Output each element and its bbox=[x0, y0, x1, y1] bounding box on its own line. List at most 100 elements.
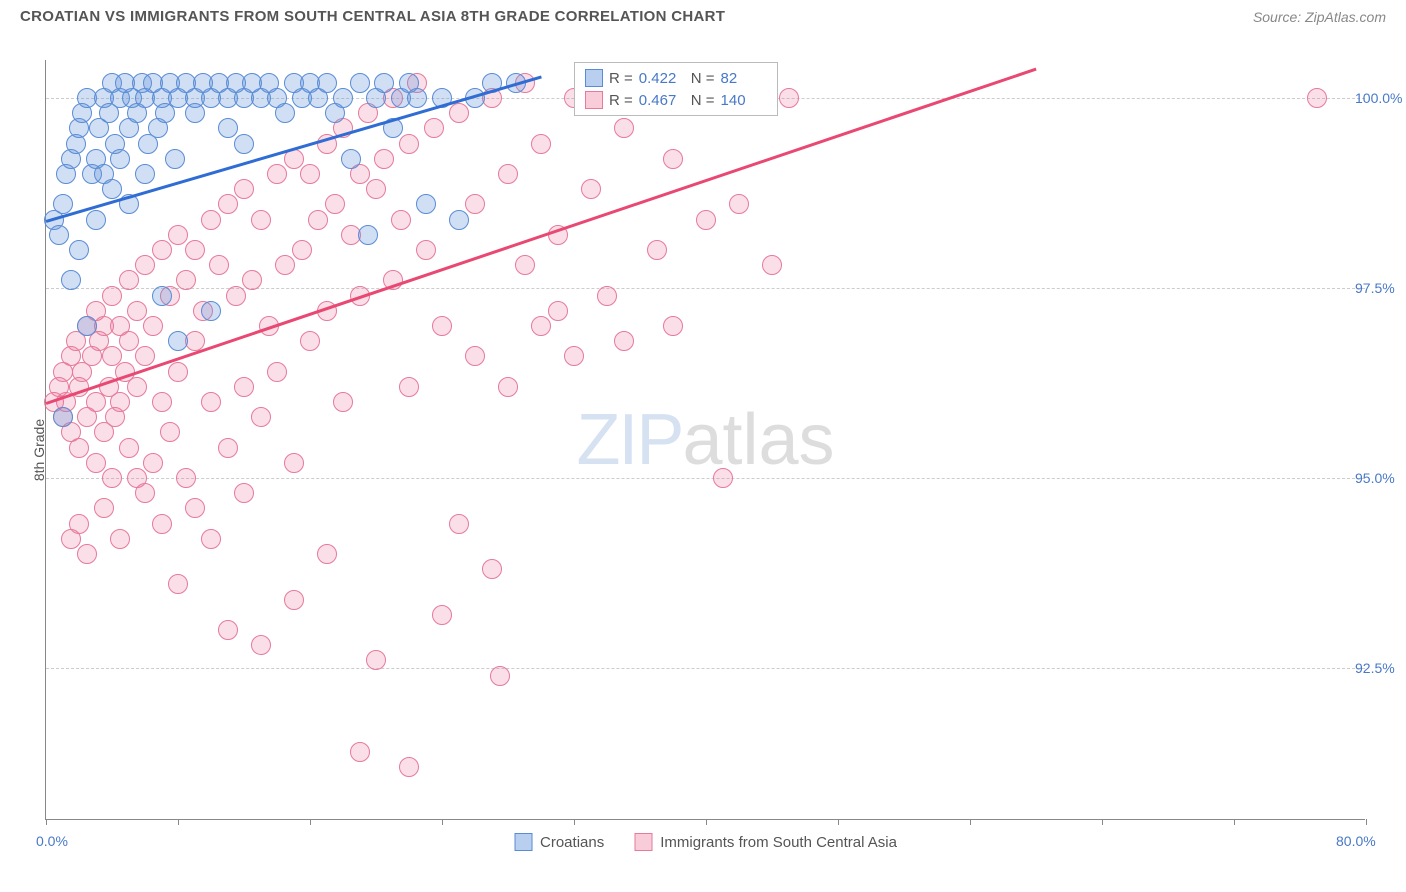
watermark-zip: ZIP bbox=[576, 400, 682, 480]
data-point bbox=[69, 514, 89, 534]
data-point bbox=[399, 377, 419, 397]
data-point bbox=[168, 331, 188, 351]
data-point bbox=[614, 118, 634, 138]
data-point bbox=[152, 514, 172, 534]
gridline-h bbox=[46, 478, 1365, 479]
y-tick-label: 97.5% bbox=[1355, 280, 1395, 296]
x-min-label: 0.0% bbox=[36, 833, 68, 849]
data-point bbox=[366, 179, 386, 199]
data-point bbox=[49, 225, 69, 245]
data-point bbox=[482, 559, 502, 579]
data-point bbox=[77, 316, 97, 336]
data-point bbox=[663, 316, 683, 336]
data-point bbox=[391, 210, 411, 230]
data-point bbox=[53, 407, 73, 427]
data-point bbox=[218, 438, 238, 458]
data-point bbox=[341, 149, 361, 169]
data-point bbox=[168, 225, 188, 245]
data-point bbox=[152, 392, 172, 412]
data-point bbox=[416, 240, 436, 260]
y-tick-label: 100.0% bbox=[1355, 90, 1402, 106]
x-tick bbox=[1234, 819, 1235, 825]
data-point bbox=[424, 118, 444, 138]
gridline-h bbox=[46, 668, 1365, 669]
data-point bbox=[110, 392, 130, 412]
data-point bbox=[317, 73, 337, 93]
data-point bbox=[201, 529, 221, 549]
x-tick bbox=[178, 819, 179, 825]
data-point bbox=[333, 392, 353, 412]
legend-swatch bbox=[634, 833, 652, 851]
data-point bbox=[449, 210, 469, 230]
data-point bbox=[374, 73, 394, 93]
data-point bbox=[135, 164, 155, 184]
data-point bbox=[374, 149, 394, 169]
chart-header: CROATIAN VS IMMIGRANTS FROM SOUTH CENTRA… bbox=[0, 0, 1406, 33]
data-point bbox=[209, 255, 229, 275]
data-point bbox=[531, 316, 551, 336]
data-point bbox=[69, 438, 89, 458]
data-point bbox=[267, 362, 287, 382]
stats-legend-row: R =0.467N =140 bbox=[585, 89, 767, 111]
data-point bbox=[201, 301, 221, 321]
data-point bbox=[350, 73, 370, 93]
data-point bbox=[119, 331, 139, 351]
data-point bbox=[168, 574, 188, 594]
legend-swatch bbox=[585, 69, 603, 87]
data-point bbox=[300, 164, 320, 184]
data-point bbox=[498, 164, 518, 184]
data-point bbox=[407, 88, 427, 108]
data-point bbox=[267, 164, 287, 184]
data-point bbox=[317, 544, 337, 564]
data-point bbox=[308, 210, 328, 230]
data-point bbox=[168, 362, 188, 382]
data-point bbox=[251, 407, 271, 427]
stat-n-value: 82 bbox=[721, 70, 767, 87]
data-point bbox=[275, 255, 295, 275]
data-point bbox=[663, 149, 683, 169]
data-point bbox=[86, 210, 106, 230]
data-point bbox=[432, 605, 452, 625]
x-tick bbox=[46, 819, 47, 825]
data-point bbox=[152, 240, 172, 260]
stat-r-value: 0.422 bbox=[639, 70, 685, 87]
data-point bbox=[110, 149, 130, 169]
watermark: ZIPatlas bbox=[576, 399, 834, 481]
data-point bbox=[102, 179, 122, 199]
data-point bbox=[399, 134, 419, 154]
data-point bbox=[300, 331, 320, 351]
data-point bbox=[498, 377, 518, 397]
data-point bbox=[218, 118, 238, 138]
data-point bbox=[86, 453, 106, 473]
data-point bbox=[366, 650, 386, 670]
data-point bbox=[275, 103, 295, 123]
data-point bbox=[176, 468, 196, 488]
legend-swatch bbox=[585, 91, 603, 109]
data-point bbox=[201, 392, 221, 412]
x-tick bbox=[706, 819, 707, 825]
x-tick bbox=[1102, 819, 1103, 825]
data-point bbox=[515, 255, 535, 275]
series-legend: CroatiansImmigrants from South Central A… bbox=[514, 833, 897, 851]
data-point bbox=[729, 194, 749, 214]
data-point bbox=[465, 346, 485, 366]
data-point bbox=[614, 331, 634, 351]
data-point bbox=[135, 346, 155, 366]
data-point bbox=[152, 286, 172, 306]
x-max-label: 80.0% bbox=[1336, 833, 1376, 849]
y-tick-label: 95.0% bbox=[1355, 470, 1395, 486]
data-point bbox=[449, 103, 469, 123]
y-tick-label: 92.5% bbox=[1355, 660, 1395, 676]
data-point bbox=[165, 149, 185, 169]
data-point bbox=[226, 286, 246, 306]
series-legend-item: Immigrants from South Central Asia bbox=[634, 833, 897, 851]
data-point bbox=[350, 742, 370, 762]
stats-legend: R =0.422N = 82R =0.467N =140 bbox=[574, 62, 778, 116]
data-point bbox=[1307, 88, 1327, 108]
data-point bbox=[77, 544, 97, 564]
data-point bbox=[251, 210, 271, 230]
data-point bbox=[597, 286, 617, 306]
chart-title: CROATIAN VS IMMIGRANTS FROM SOUTH CENTRA… bbox=[20, 8, 725, 25]
data-point bbox=[218, 620, 238, 640]
data-point bbox=[135, 483, 155, 503]
